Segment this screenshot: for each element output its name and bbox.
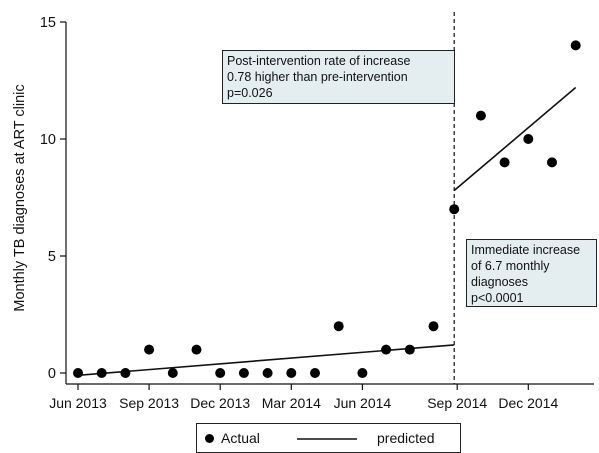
y-axis-label: Monthly TB diagnoses at ART clinic bbox=[12, 84, 28, 311]
y-tick-label: 5 bbox=[48, 249, 56, 265]
annotation-rate-box: Post-intervention rate of increase 0.78 … bbox=[222, 50, 455, 104]
x-tick-label: Sep 2014 bbox=[427, 395, 487, 411]
actual-point bbox=[96, 368, 107, 378]
x-tick-label: Mar 2014 bbox=[262, 395, 321, 411]
actual-point bbox=[262, 368, 273, 378]
actual-point bbox=[238, 368, 249, 378]
actual-point bbox=[404, 344, 415, 355]
legend-actual-marker bbox=[205, 434, 214, 443]
actual-point bbox=[120, 368, 131, 378]
predicted-segment bbox=[453, 86, 577, 192]
actual-point bbox=[547, 157, 557, 168]
actual-point bbox=[523, 134, 534, 144]
actual-point bbox=[570, 40, 581, 51]
predicted-series bbox=[77, 86, 577, 377]
legend-predicted-line bbox=[297, 438, 357, 440]
legend-predicted-label: predicted bbox=[377, 430, 435, 446]
y-tick-label: 0 bbox=[48, 366, 56, 382]
actual-point bbox=[333, 321, 344, 332]
tick-labels: 0 5 10 15 Jun 2013 Sep 2013 Dec 2013 Mar 2014 Ju… bbox=[40, 15, 559, 411]
x-tick-label: Jun 2013 bbox=[49, 395, 107, 411]
axes bbox=[60, 21, 594, 390]
y-tick-label: 10 bbox=[40, 132, 56, 148]
actual-point bbox=[428, 321, 439, 332]
actual-point bbox=[215, 368, 226, 378]
actual-point bbox=[381, 344, 392, 355]
actual-point bbox=[357, 368, 368, 378]
actual-point bbox=[310, 368, 320, 378]
actual-point bbox=[449, 204, 460, 215]
actual-point bbox=[73, 368, 83, 378]
actual-point bbox=[144, 344, 155, 355]
x-tick-label: Dec 2014 bbox=[498, 395, 558, 411]
y-tick-label: 15 bbox=[40, 15, 56, 31]
actual-point bbox=[475, 110, 486, 121]
x-tick-label: Jun 2014 bbox=[334, 395, 392, 411]
actual-series bbox=[73, 40, 581, 378]
legend-actual-label: Actual bbox=[221, 430, 260, 446]
x-tick-label: Sep 2013 bbox=[119, 395, 179, 411]
annotation-immediate-box: Immediate increase of 6.7 monthly diagno… bbox=[466, 239, 597, 307]
predicted-segment bbox=[77, 344, 455, 377]
x-tick-label: Dec 2013 bbox=[190, 395, 250, 411]
actual-point bbox=[191, 344, 202, 355]
legend: Actual predicted bbox=[196, 423, 461, 453]
actual-point bbox=[499, 157, 510, 168]
actual-point bbox=[286, 368, 297, 378]
actual-point bbox=[167, 368, 178, 378]
